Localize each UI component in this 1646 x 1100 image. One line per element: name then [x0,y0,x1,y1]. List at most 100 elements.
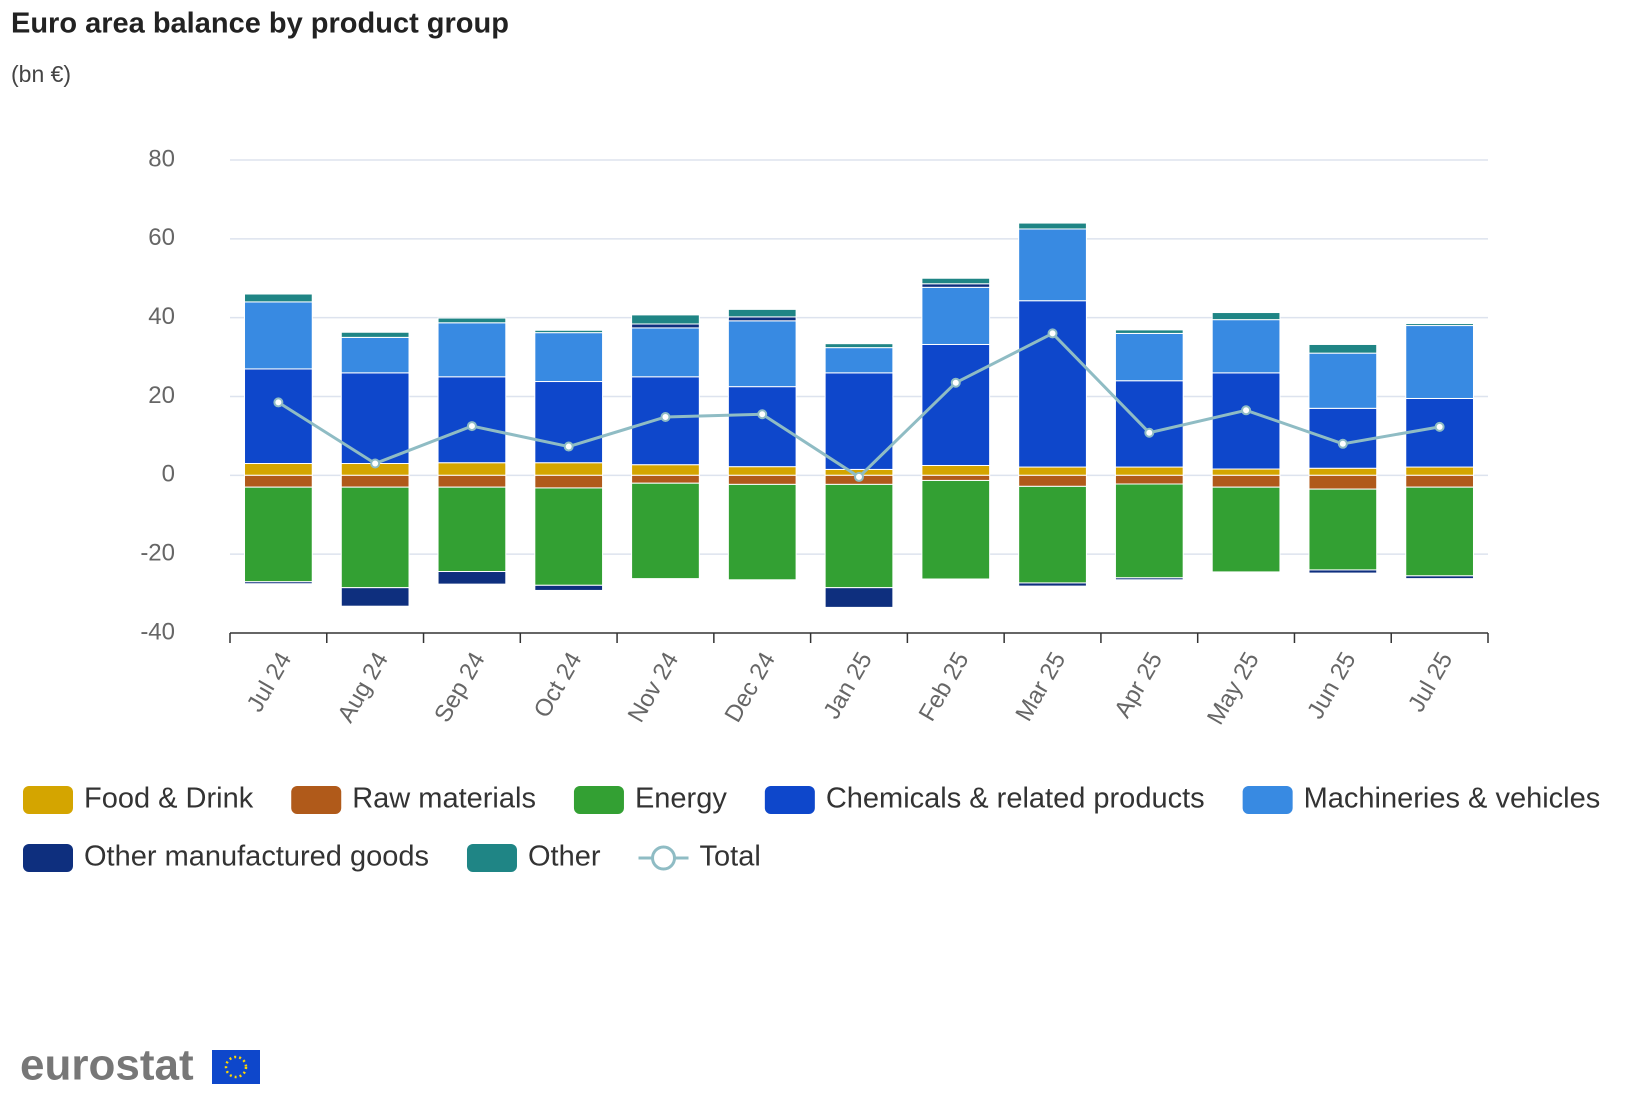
y-tick-label: 20 [148,382,175,409]
total-marker [466,421,477,432]
bar [437,462,507,476]
y-tick-label: 0 [162,461,175,488]
eu-flag [212,1050,260,1084]
bar [921,277,991,285]
x-tick-label: Aug 24 [332,648,393,727]
bar [824,483,894,589]
bar [534,487,604,586]
bar [1405,323,1474,327]
total-marker [370,458,381,469]
bar [244,293,313,303]
bar [1018,222,1087,230]
legend-label: Other [528,841,601,873]
bar [921,464,991,476]
legend-label: Other manufactured goods [84,841,429,873]
bar [1308,474,1378,490]
bar [437,317,507,324]
bar [1308,407,1378,469]
bar [340,486,410,589]
y-tick-label: -20 [140,540,175,567]
bar [1308,467,1378,476]
legend-label: Food & Drink [84,783,254,815]
legend-label: Energy [635,783,727,815]
bar [534,474,604,489]
bar [631,314,700,325]
bar [437,322,507,378]
bar [921,479,991,580]
bar [1114,329,1184,334]
x-tick-label: Sep 24 [429,648,490,727]
bar [1211,372,1281,470]
legend-item: Total [638,841,761,873]
bar [1114,332,1184,382]
total-marker [854,471,864,482]
bar [824,343,894,349]
x-tick-label: Jun 25 [1302,648,1361,724]
bar [1308,343,1378,354]
legend-item: Energy [573,783,727,815]
bar [1114,483,1184,579]
x-tick-label: Apr 25 [1109,648,1168,723]
x-tick-label: Jul 24 [242,648,297,717]
bar [1018,228,1087,302]
bar [1405,486,1474,577]
total-marker [660,411,671,422]
bar [921,286,991,345]
legend-symbol [573,786,624,814]
bar [631,464,700,476]
bar [244,463,313,476]
legend-symbol [466,844,517,872]
bar [340,474,410,488]
legend-item: Food & Drink [23,783,254,815]
x-tick-label: Jul 25 [1403,648,1458,717]
bar [1018,466,1087,476]
bar [727,320,797,388]
bar [1308,569,1378,574]
legend-symbol [23,786,73,814]
bar [921,474,991,481]
bar [1405,575,1474,580]
bar [921,283,991,288]
bar [727,316,797,322]
bar [340,331,410,338]
bar [244,581,313,585]
legend-item: Other manufactured goods [23,841,429,873]
bar [1018,485,1087,584]
bar [1405,466,1474,476]
bar [1018,300,1087,468]
bar [534,584,604,591]
bar [437,486,507,573]
bar [1114,577,1184,581]
bar [1211,468,1281,476]
bar [1405,474,1474,488]
x-tick-label: Nov 24 [623,648,684,727]
legend-symbol [651,845,677,871]
logo: eurostat [20,1041,194,1090]
total-marker [950,377,961,388]
y-tick-label: 60 [148,224,175,251]
bar [727,308,797,318]
bar [437,474,507,488]
bar [244,301,313,370]
legend-label: Raw materials [352,783,536,815]
legend-label: Machineries & vehicles [1304,783,1601,815]
legend-item: Raw materials [291,783,536,815]
bar [1405,325,1474,399]
y-tick-label: -40 [140,618,175,645]
total-marker [1144,427,1155,438]
bar [631,327,700,378]
bar [1114,380,1184,468]
total-marker [1337,438,1348,449]
bar [1211,319,1281,374]
bar [244,486,313,583]
legend-item: Machineries & vehicles [1242,783,1601,815]
bar [1211,486,1281,573]
bar [1018,474,1087,487]
chart-title: Euro area balance by product group [11,8,509,40]
bar [1114,474,1184,485]
total-marker [757,409,768,420]
legend-symbol [764,786,815,814]
bar [727,386,797,468]
bar [534,329,604,334]
bar [824,587,894,608]
